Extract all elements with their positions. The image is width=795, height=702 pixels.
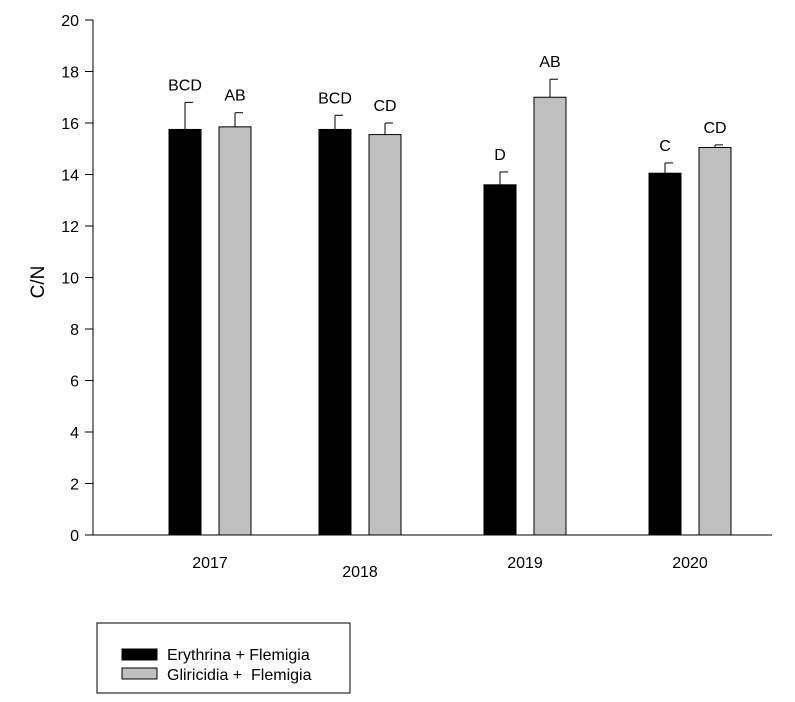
significance-letter: D [494,147,506,164]
bar-gliricidia-2018 [368,134,402,536]
y-tick-label: 6 [70,374,79,391]
legend-swatch-erythrina [121,648,158,661]
significance-letter: AB [224,88,245,105]
significance-letter: BCD [318,90,352,107]
x-tick-label: 2018 [342,564,378,581]
y-tick-label: 20 [61,13,79,30]
y-axis-title: C/N [28,266,49,299]
legend: Erythrina + Flemigia Gliricidia + Flemig… [96,622,351,694]
y-tick-label: 18 [61,65,79,82]
y-tick-label: 14 [61,168,79,185]
y-tick-label: 4 [70,425,79,442]
bar-gliricidia-2020 [698,146,732,536]
x-tick-label: 2020 [672,555,708,572]
significance-letter: CD [703,120,726,137]
significance-letter: BCD [168,77,202,94]
bars [168,78,732,536]
bar-erythrina-2017 [168,128,202,536]
legend-label-gliricidia: Gliricidia + Flemigia [167,667,312,684]
bar-gliricidia-2017 [218,126,252,536]
x-tick-label: 2017 [192,555,228,572]
y-tick-label: 0 [70,528,79,545]
x-tick-label: 2019 [507,555,543,572]
labels: 2017 BCD AB 2018 BCD CD 2019 D AB 2020 C CD [168,54,726,581]
significance-letter: C [659,138,671,155]
y-tick-label: 12 [61,219,79,236]
bar-gliricidia-2019 [533,96,567,536]
legend-label-erythrina: Erythrina + Flemigia [167,647,310,664]
legend-swatch-gliricidia [121,667,158,680]
bar-erythrina-2018 [318,128,352,536]
y-tick-label: 2 [70,477,79,494]
bar-erythrina-2020 [648,172,682,536]
axes: 0 2 4 6 8 10 12 14 16 18 20 [61,13,772,545]
bar-erythrina-2019 [483,184,517,536]
significance-letter: AB [539,54,560,71]
y-tick-label: 16 [61,116,79,133]
y-tick-label: 8 [70,322,79,339]
significance-letter: CD [373,98,396,115]
y-tick-label: 10 [61,271,79,288]
